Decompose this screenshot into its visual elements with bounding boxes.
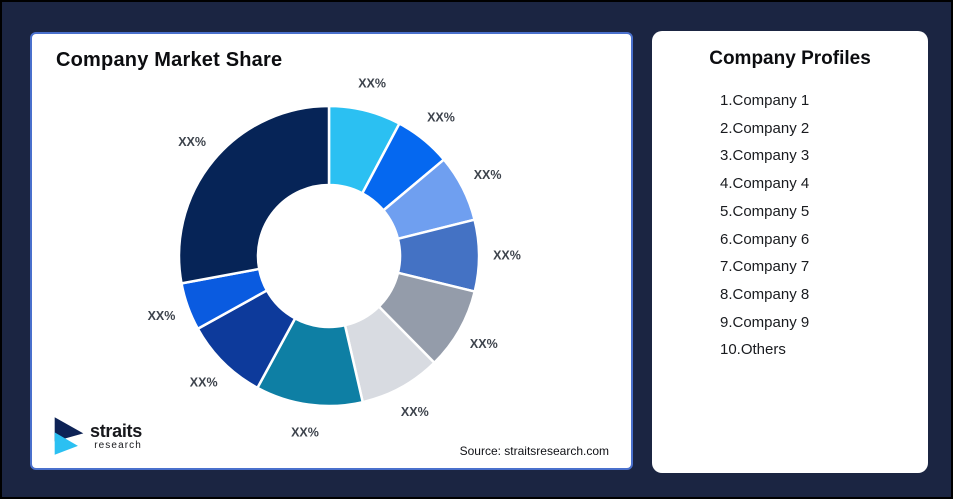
company-profiles-card: Company Profiles 1.Company 1 2.Company 2 3… bbox=[652, 31, 928, 473]
straits-research-logo: straits research bbox=[52, 416, 142, 456]
profile-item: 9.Company 9 bbox=[720, 313, 810, 331]
slice-label-company-9: XX% bbox=[148, 309, 176, 323]
profile-item: 5.Company 5 bbox=[720, 202, 810, 220]
profile-item: 3.Company 3 bbox=[720, 147, 810, 165]
logo-text: straits research bbox=[90, 422, 142, 451]
profile-item: 4.Company 4 bbox=[720, 175, 810, 193]
slice-label-company-3: XX% bbox=[474, 168, 502, 182]
donut-slice-others bbox=[177, 104, 331, 285]
slice-label-others: XX% bbox=[178, 135, 206, 149]
slice-label-company-7: XX% bbox=[291, 425, 319, 439]
logo-brand-text: straits bbox=[90, 420, 142, 441]
slice-label-company-5: XX% bbox=[470, 337, 498, 351]
slice-label-company-8: XX% bbox=[190, 375, 218, 389]
profile-item: 1.Company 1 bbox=[720, 92, 810, 109]
profile-item: 8.Company 8 bbox=[720, 285, 810, 303]
profiles-list: 1.Company 1 2.Company 2 3.Company 3 4.Compa… bbox=[720, 87, 928, 364]
slice-label-company-4: XX% bbox=[493, 249, 521, 263]
profile-item: 2.Company 2 bbox=[720, 119, 810, 137]
profile-item: 6.Company 6 bbox=[720, 230, 810, 248]
source-note: Source: straitsresearch.com bbox=[459, 444, 609, 458]
chart-title: Company Market Share bbox=[56, 49, 283, 71]
profiles-title: Company Profiles bbox=[709, 48, 871, 69]
profile-item: 10.Others bbox=[720, 341, 786, 359]
donut-chart: XX% XX% XX% XX% XX% XX% XX% XX% XX% XX% bbox=[148, 76, 521, 439]
slice-label-company-1: XX% bbox=[358, 76, 386, 90]
market-share-card: Company Market Share XX% XX% XX% XX% XX% XX% X… bbox=[30, 32, 633, 470]
profile-item: 7.Company 7 bbox=[720, 258, 810, 276]
slice-label-company-2: XX% bbox=[427, 111, 455, 125]
logo-sub-text: research bbox=[94, 439, 142, 451]
straits-logo-chevrons-icon bbox=[54, 417, 84, 455]
slice-label-company-6: XX% bbox=[401, 405, 429, 419]
